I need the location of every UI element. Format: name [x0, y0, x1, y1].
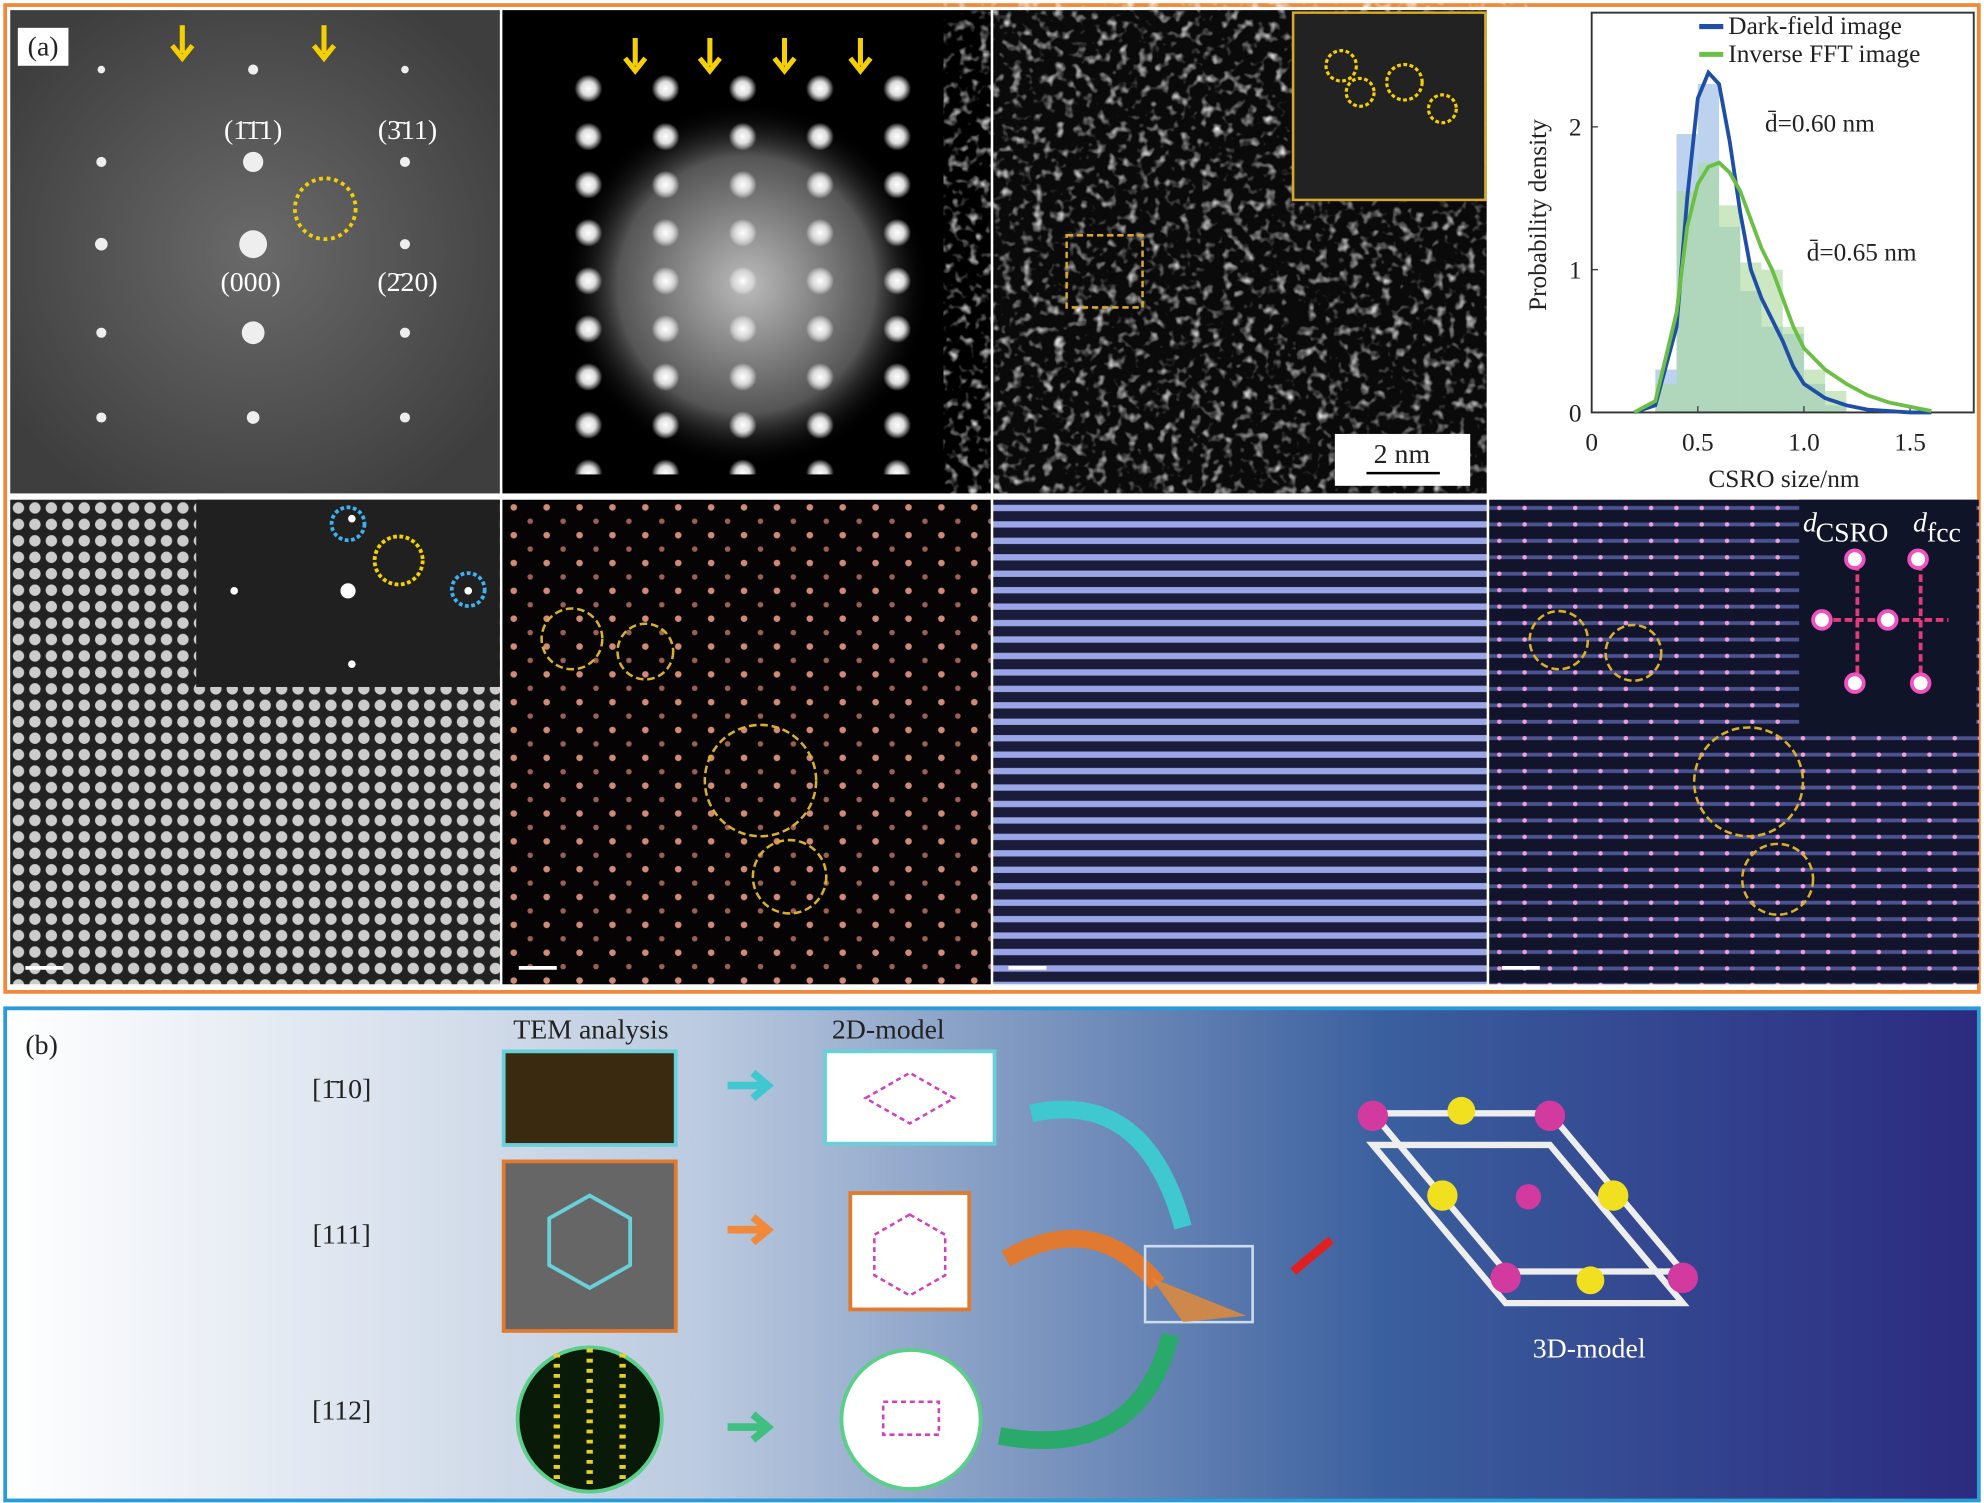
- 3d-model: [1357, 1096, 1698, 1307]
- annotation: d̄=0.60 nm: [1765, 110, 1875, 138]
- histogram-bar: [1740, 262, 1762, 413]
- y-tick-label: 2: [1569, 114, 1582, 142]
- zone-axis: [111]: [313, 1220, 371, 1251]
- diffraction-pattern: [10, 10, 500, 494]
- inset-symbol: d: [1913, 507, 1927, 538]
- arrows: [727, 1069, 1334, 1449]
- x-tick-label: 0.5: [1682, 428, 1714, 456]
- y-tick-label: 1: [1569, 257, 1582, 285]
- 2d-models: [823, 1049, 997, 1491]
- histogram-bar: [1719, 205, 1741, 413]
- x-tick-label: 1.0: [1788, 428, 1820, 456]
- simulated-diffraction: [502, 10, 991, 494]
- inset-symbol: d: [1803, 507, 1817, 538]
- series-line: [1633, 69, 1932, 415]
- inset-subscript: fcc: [1927, 517, 1961, 548]
- x-tick-label: 1.5: [1894, 428, 1926, 456]
- legend-label: Dark-field image: [1728, 12, 1901, 40]
- hrtem-image: [10, 499, 500, 985]
- scale-bar-label: 2 nm: [1374, 439, 1431, 470]
- legend-label: Inverse FFT image: [1728, 40, 1920, 68]
- annotation: d̄=0.65 nm: [1807, 239, 1917, 267]
- ifft-image: [502, 499, 991, 985]
- histogram-bar: [1697, 162, 1720, 413]
- diffraction-label: (2̄20): [377, 267, 437, 298]
- size-distribution-chart: CSRO size/nm Probability density 0 0.5 1.0…: [1489, 10, 1977, 494]
- diffraction-label: (1̄1̄1): [224, 115, 282, 146]
- label-box: [17, 27, 69, 66]
- fcc-filtered-image: [993, 499, 1487, 985]
- dark-field-image: [993, 10, 1487, 494]
- x-axis-label: CSRO size/nm: [1708, 465, 1859, 493]
- diffraction-label: (3̄11): [378, 115, 437, 146]
- y-tick-label: 0: [1569, 399, 1582, 427]
- column-title: TEM analysis: [513, 1015, 668, 1046]
- zone-axis: [1̄10]: [312, 1074, 371, 1105]
- panel-label: (a): [28, 32, 59, 63]
- plot-frame: [1590, 11, 1975, 414]
- panel-label: (b): [25, 1030, 57, 1061]
- tem-thumbnails: [501, 1049, 678, 1494]
- inset-subscript: CSRO: [1816, 517, 1889, 548]
- y-axis-label: Probability density: [1524, 119, 1552, 311]
- zone-axis: [112]: [312, 1396, 371, 1427]
- overlay-image: [1489, 499, 1979, 985]
- diffraction-label: (000): [220, 267, 280, 298]
- x-tick-label: 0: [1585, 428, 1598, 456]
- column-title: 2D-model: [832, 1015, 945, 1046]
- model-label: 3D-model: [1533, 1334, 1646, 1365]
- series-line: [1633, 160, 1932, 415]
